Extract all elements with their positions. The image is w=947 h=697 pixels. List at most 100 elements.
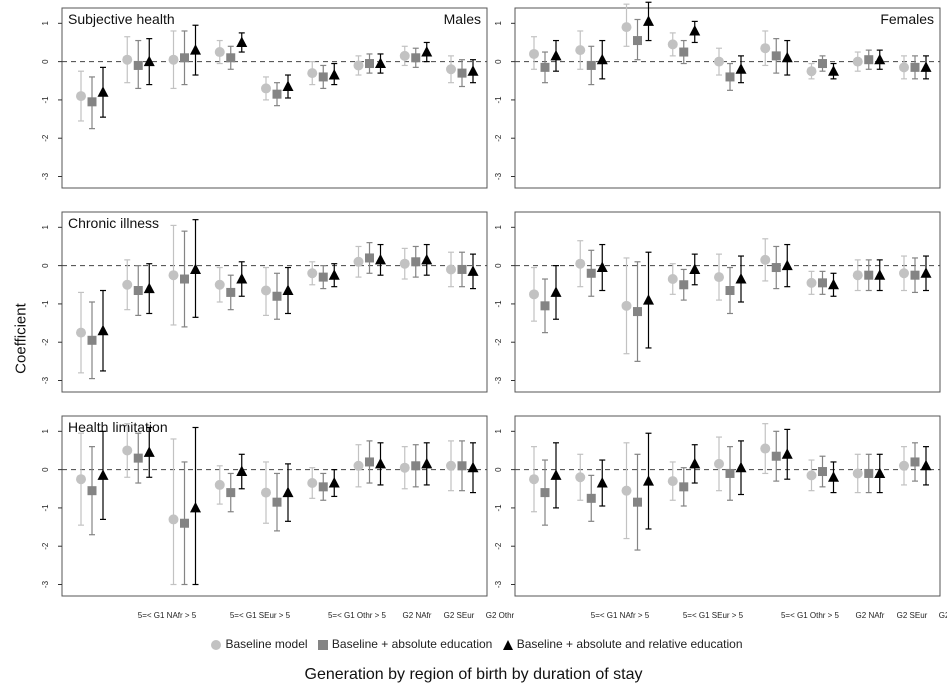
point-baseline bbox=[899, 62, 909, 73]
point-relative bbox=[421, 253, 433, 265]
y-tick-label: 0 bbox=[494, 263, 503, 268]
point-baseline bbox=[261, 285, 271, 296]
x-tick-label: G2 NAfr bbox=[403, 611, 432, 620]
panel-title: Subjective health bbox=[68, 11, 175, 27]
point-relative bbox=[236, 36, 248, 47]
point-absolute bbox=[818, 467, 827, 477]
panel-1: 1 0 -1 -2 -3 Females bbox=[494, 1, 941, 189]
point-relative bbox=[689, 24, 701, 36]
y-tick-label: -2 bbox=[494, 542, 503, 550]
legend-circle-marker bbox=[211, 639, 222, 650]
point-baseline bbox=[899, 460, 909, 471]
point-baseline bbox=[667, 39, 678, 50]
point-relative bbox=[97, 324, 109, 336]
point-absolute bbox=[411, 53, 421, 63]
x-tick-label: 5=< G1 NAfr > 5 bbox=[591, 611, 650, 620]
coefficient-figure: 1 0 -1 -2 -3 Subjective health Males 1 0 -1 -2 -3 Fe… bbox=[41, 1, 947, 620]
point-relative bbox=[874, 467, 886, 478]
y-tick-label: 0 bbox=[41, 59, 50, 64]
point-baseline bbox=[806, 277, 817, 288]
point-relative bbox=[828, 278, 839, 290]
point-absolute bbox=[272, 497, 282, 507]
point-relative bbox=[97, 469, 109, 480]
x-axis-title: Generation by region of birth by duratio… bbox=[304, 666, 643, 683]
y-tick-label: 0 bbox=[41, 467, 50, 472]
point-absolute bbox=[540, 488, 550, 498]
point-absolute bbox=[226, 53, 236, 63]
y-tick-label: -1 bbox=[41, 504, 50, 512]
point-relative bbox=[735, 63, 747, 74]
point-relative bbox=[781, 51, 793, 63]
point-baseline bbox=[899, 268, 909, 279]
point-baseline bbox=[168, 514, 179, 525]
y-tick-label: 1 bbox=[41, 21, 50, 26]
point-relative bbox=[143, 282, 155, 294]
point-absolute bbox=[910, 62, 920, 72]
legend-label-relative: Baseline + absolute and relative educati… bbox=[516, 637, 743, 651]
point-absolute bbox=[133, 60, 143, 70]
point-absolute bbox=[864, 55, 874, 65]
x-tick-label: 5=< G1 SEur > 5 bbox=[683, 611, 744, 620]
y-tick-label: -3 bbox=[494, 376, 503, 384]
panel-5: 1 0 -1 -2 -3 5=< G1 NAfr > 5 5=< G1 SEur > 5 5=… bbox=[494, 415, 947, 620]
y-tick-label: -1 bbox=[494, 96, 503, 104]
y-tick-label: -2 bbox=[494, 338, 503, 346]
point-relative bbox=[421, 457, 433, 469]
point-relative bbox=[328, 477, 340, 488]
panel-title: Chronic illness bbox=[68, 215, 159, 231]
point-baseline bbox=[575, 258, 586, 269]
point-baseline bbox=[714, 56, 724, 67]
point-absolute bbox=[818, 278, 827, 288]
point-baseline bbox=[621, 485, 632, 496]
x-tick-label: G2 SEur bbox=[897, 611, 928, 620]
y-tick-label: -3 bbox=[41, 376, 50, 384]
y-tick-label: -3 bbox=[41, 580, 50, 588]
x-tick-label: G2 Othr bbox=[486, 611, 515, 620]
point-relative bbox=[190, 44, 201, 55]
point-relative bbox=[920, 267, 932, 278]
point-baseline bbox=[806, 470, 817, 481]
point-baseline bbox=[852, 468, 863, 479]
point-relative bbox=[781, 259, 793, 271]
y-tick-label: 0 bbox=[41, 263, 50, 268]
y-tick-label: -1 bbox=[494, 300, 503, 308]
y-tick-label: -2 bbox=[41, 542, 50, 550]
y-tick-label: -2 bbox=[41, 134, 50, 142]
point-baseline bbox=[446, 460, 456, 471]
point-absolute bbox=[87, 97, 97, 107]
y-tick-label: -3 bbox=[41, 172, 50, 180]
point-absolute bbox=[226, 287, 236, 297]
point-absolute bbox=[771, 263, 781, 273]
point-absolute bbox=[365, 457, 374, 467]
point-relative bbox=[874, 269, 886, 280]
point-absolute bbox=[864, 270, 874, 280]
point-baseline bbox=[399, 462, 410, 473]
point-baseline bbox=[529, 289, 539, 300]
point-absolute bbox=[725, 468, 735, 478]
x-tick-label: 5=< G1 SEur > 5 bbox=[230, 611, 291, 620]
point-absolute bbox=[633, 497, 642, 507]
point-relative bbox=[236, 273, 248, 284]
point-relative bbox=[97, 86, 109, 97]
point-baseline bbox=[168, 54, 179, 65]
y-tick-label: -1 bbox=[494, 504, 503, 512]
point-absolute bbox=[586, 268, 596, 278]
point-relative bbox=[550, 286, 562, 297]
point-absolute bbox=[272, 291, 282, 301]
x-tick-label: 5=< G1 NAfr > 5 bbox=[138, 611, 197, 620]
point-relative bbox=[421, 46, 433, 57]
point-relative bbox=[375, 253, 386, 265]
point-absolute bbox=[457, 264, 467, 274]
point-baseline bbox=[621, 22, 632, 33]
point-absolute bbox=[226, 488, 236, 498]
x-tick-label: G2 NAfr bbox=[856, 611, 885, 620]
point-absolute bbox=[771, 451, 781, 461]
y-tick-label: -3 bbox=[494, 172, 503, 180]
point-absolute bbox=[411, 257, 421, 267]
panel-sex-label: Males bbox=[444, 11, 481, 27]
legend-label-absolute: Baseline + absolute education bbox=[331, 637, 493, 651]
point-relative bbox=[282, 486, 294, 498]
point-baseline bbox=[214, 479, 225, 490]
point-relative bbox=[874, 53, 886, 65]
point-absolute bbox=[411, 461, 421, 471]
